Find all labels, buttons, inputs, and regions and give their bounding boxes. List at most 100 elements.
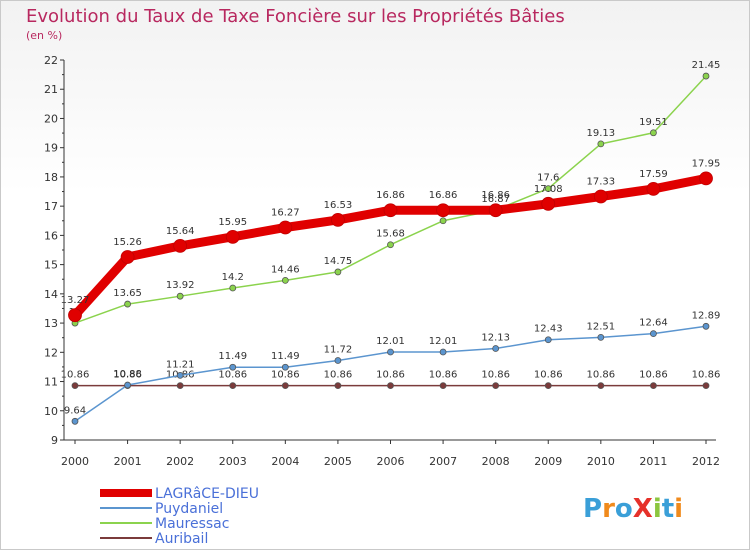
data-label: 15.64 [166, 226, 195, 237]
y-tick-label: 22 [44, 54, 58, 67]
data-label: 12.01 [376, 336, 405, 347]
data-point [176, 382, 184, 390]
data-label: 12.13 [481, 333, 510, 344]
data-label: 17.08 [534, 184, 563, 195]
legend-label: Mauressac [155, 516, 229, 532]
x-tick-label: 2012 [692, 455, 720, 468]
data-point [334, 357, 342, 364]
data-label: 9.64 [64, 405, 86, 416]
data-label: 19.51 [639, 117, 668, 128]
data-label: 17.6 [537, 173, 559, 184]
data-label: 12.51 [587, 321, 616, 332]
data-point [544, 336, 552, 344]
data-point [544, 185, 552, 193]
series-puydaniel: 9.64 10.88 11.21 11.49 11.49 11.72 12.01 12.01 1… [64, 310, 720, 425]
logo-letter-p: P [583, 494, 602, 524]
data-point [387, 241, 394, 249]
logo-letter-i2: i [674, 494, 683, 524]
data-point [646, 182, 661, 196]
data-label: 13.65 [113, 288, 142, 299]
x-tick-label: 2006 [377, 455, 405, 468]
data-label: 14.2 [222, 272, 244, 283]
data-label: 10.86 [218, 370, 247, 381]
data-point [492, 382, 500, 390]
x-tick-label: 2011 [639, 455, 667, 468]
data-point [492, 345, 500, 352]
svg-text:ProXiti: ProXiti [583, 494, 683, 524]
axes: 9 10 11 12 13 14 15 16 17 18 19 20 21 22 2000 2001 2002 2… [44, 54, 720, 468]
y-tick-label: 11 [44, 376, 58, 389]
data-label: 12.43 [534, 324, 563, 335]
y-tick-label: 9 [51, 434, 58, 447]
data-point [597, 140, 605, 148]
data-label: 16.27 [271, 207, 300, 218]
data-label: 10.88 [113, 369, 142, 380]
data-label: 17.95 [692, 158, 721, 169]
legend-item: Mauressac [100, 516, 229, 532]
data-point [71, 417, 79, 425]
x-tick-label: 2004 [271, 455, 299, 468]
data-label: 15.68 [376, 229, 405, 240]
y-tick-label: 18 [44, 171, 58, 184]
data-label: 15.95 [218, 217, 247, 228]
data-point [229, 284, 237, 292]
logo-letter-i: i [653, 494, 662, 524]
y-tick-label: 14 [44, 288, 58, 301]
data-point [281, 382, 289, 390]
data-point [541, 196, 556, 211]
data-point [597, 333, 605, 341]
data-label: 13.27 [61, 295, 90, 306]
data-point [71, 382, 79, 390]
data-point [387, 382, 394, 390]
data-point [439, 382, 447, 390]
data-label: 10.86 [113, 370, 142, 381]
data-point [68, 308, 82, 323]
data-point [120, 250, 135, 264]
x-tick-label: 2007 [429, 455, 457, 468]
data-point [176, 292, 184, 300]
x-tick-label: 2003 [219, 455, 247, 468]
data-label: 10.86 [429, 370, 458, 381]
legend-label: LAGRâCE-DIEU [155, 486, 259, 502]
data-label: 10.86 [534, 370, 563, 381]
data-point [176, 371, 184, 379]
data-point [229, 382, 237, 390]
proxiti-logo: ProXiti [583, 494, 683, 524]
series-auribail: 10.86 10.86 10.86 10.86 10.86 10.86 10.86 10.86… [61, 370, 721, 390]
logo-letter-o: o [615, 494, 633, 524]
data-label: 10.86 [692, 370, 721, 381]
data-point [331, 212, 345, 227]
x-tick-label: 2005 [324, 455, 352, 468]
x-tick-label: 2001 [114, 455, 142, 468]
data-point [334, 268, 342, 276]
data-label: 21.45 [692, 60, 721, 71]
y-tick-label: 20 [44, 112, 58, 125]
data-point [278, 220, 293, 235]
data-label: 12.01 [429, 336, 458, 347]
y-tick-label: 16 [44, 229, 58, 242]
data-point [334, 382, 342, 390]
legend-item: Auribail [100, 531, 208, 547]
data-point [124, 300, 131, 308]
data-label: 10.86 [481, 370, 510, 381]
data-point [702, 382, 710, 390]
y-tick-label: 19 [44, 142, 58, 155]
data-label: 16.86 [376, 190, 405, 201]
data-label: 17.33 [587, 177, 616, 188]
legend-label: Puydaniel [155, 501, 223, 517]
series-layer: 10.86 10.86 10.86 10.86 10.86 10.86 10.86 10.86… [61, 60, 721, 425]
data-point [544, 382, 552, 390]
data-label: 10.86 [587, 370, 616, 381]
data-label: 13.92 [166, 280, 195, 291]
data-point [436, 203, 450, 218]
data-point [229, 363, 237, 371]
data-point [488, 203, 503, 218]
legend-item: LAGRâCE-DIEU [100, 486, 259, 502]
x-tick-label: 2009 [534, 455, 562, 468]
data-point [650, 330, 657, 338]
data-label: 10.86 [61, 370, 90, 381]
data-point [173, 239, 188, 253]
data-label: 17.59 [639, 169, 668, 180]
